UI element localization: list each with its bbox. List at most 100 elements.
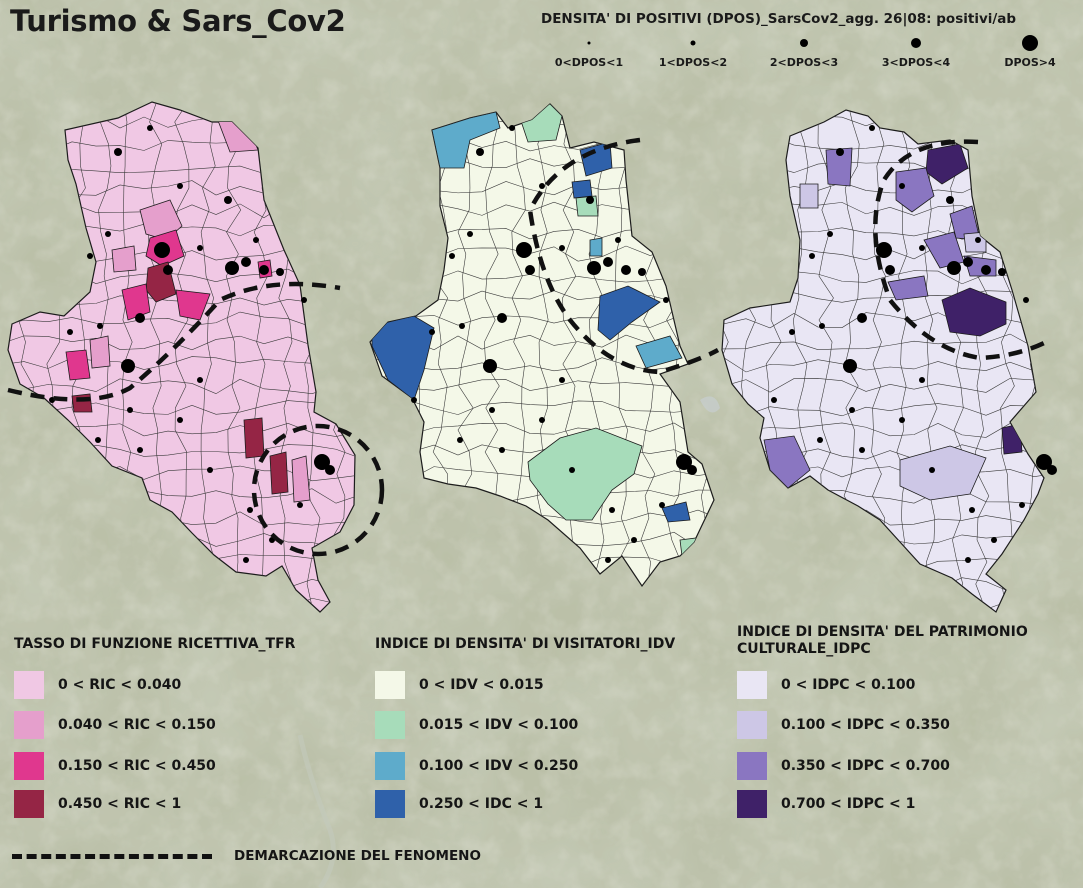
dpos-dot (499, 447, 505, 453)
municipality-patch (635, 335, 683, 369)
dpos-dot (587, 261, 601, 275)
municipality-patch (887, 275, 929, 301)
dpos-dot (1047, 465, 1057, 475)
dpos-dot (539, 417, 545, 423)
dpos-dot (177, 183, 183, 189)
dpos-dot (301, 297, 307, 303)
tfr-legend-item: 0.150 < RIC < 0.450 (14, 752, 216, 780)
dpos-dot (95, 437, 101, 443)
legend-label: 0 < IDPC < 0.100 (781, 677, 916, 693)
idv-legend-item: 0.250 < IDC < 1 (375, 790, 543, 818)
legend-label: 0.350 < IDPC < 0.700 (781, 758, 950, 774)
dpos-dot (449, 253, 455, 259)
dpos-dot (276, 268, 284, 276)
dpos-dot (467, 231, 473, 237)
dpos-dot (197, 245, 203, 251)
municipality-patch (65, 349, 91, 381)
dpos-dot (259, 265, 269, 275)
municipality-patch (579, 141, 613, 177)
municipality-patch (243, 417, 265, 459)
dpos-dot (638, 268, 646, 276)
dpos-dot (975, 237, 981, 243)
dpos-dot (154, 242, 170, 258)
dpos-dot (457, 437, 463, 443)
dpos-dot (1023, 297, 1029, 303)
dpos-dot (817, 437, 823, 443)
dpos-dot (963, 257, 973, 267)
municipality-patch (769, 203, 791, 225)
legend-swatch (375, 671, 405, 699)
dpos-dot (615, 237, 621, 243)
idpc-legend-title-line: INDICE DI DENSITA' DEL PATRIMONIO (737, 624, 1028, 640)
dpos-dot (946, 196, 954, 204)
dpos-dot (849, 407, 855, 413)
tfr-legend-item: 0.450 < RIC < 1 (14, 790, 181, 818)
dpos-dot (605, 557, 611, 563)
dpos-dot (97, 323, 103, 329)
idpc-legend-item: 0.100 < IDPC < 0.350 (737, 711, 950, 739)
dpos-dot (459, 323, 465, 329)
idpc-legend-title-line: CULTURALE_IDPC (737, 641, 871, 657)
legend-swatch (375, 711, 405, 739)
idpc-legend-item: 0.700 < IDPC < 1 (737, 790, 915, 818)
tfr-legend-title: TASSO DI FUNZIONE RICETTIVA_TFR (14, 636, 296, 652)
dpos-dot (827, 231, 833, 237)
legend-swatch (375, 752, 405, 780)
legend-label: 0.450 < RIC < 1 (58, 796, 182, 812)
dpos-dot (67, 329, 73, 335)
legend-label: 0.250 < IDC < 1 (419, 796, 544, 812)
idv-legend-item: 0.100 < IDV < 0.250 (375, 752, 578, 780)
dpos-legend-dot-5 (1022, 35, 1038, 51)
dpos-dot (1036, 454, 1052, 470)
municipality-patch (679, 537, 699, 557)
dpos-legend-dot-3 (800, 39, 808, 47)
dpos-dot (516, 242, 532, 258)
dpos-dot (177, 417, 183, 423)
dpos-dot (998, 268, 1006, 276)
dpos-dot (929, 467, 935, 473)
dpos-legend-dot-2 (690, 40, 696, 46)
dpos-dot (809, 253, 815, 259)
municipality-patch (895, 167, 935, 213)
region-map-2 (721, 109, 1045, 613)
municipality-patch (941, 287, 1007, 337)
dpos-dot (137, 447, 143, 453)
dpos-dot (687, 465, 697, 475)
municipality-patch (799, 183, 819, 209)
dpos-dot (586, 196, 594, 204)
dpos-dot (497, 313, 507, 323)
municipality-patch (431, 111, 501, 169)
municipality-patch (371, 315, 435, 401)
legend-label: 0.100 < IDV < 0.250 (419, 758, 579, 774)
dpos-dot (114, 148, 122, 156)
municipality-patch (661, 501, 691, 523)
dpos-dot (297, 502, 303, 508)
legend-swatch (14, 752, 44, 780)
demarcation-circle (251, 423, 385, 557)
dpos-legend-dot-1 (587, 41, 591, 45)
dpos-dot (489, 407, 495, 413)
municipality-patch (175, 289, 211, 321)
municipality-patch (571, 179, 593, 199)
tfr-legend-item: 0.040 < RIC < 0.150 (14, 711, 216, 739)
dpos-dot (127, 407, 133, 413)
dpos-dot (325, 465, 335, 475)
dpos-dot (247, 507, 253, 513)
dpos-dot (225, 261, 239, 275)
municipality-patch (111, 245, 137, 273)
legend-label: 0 < IDV < 0.015 (419, 677, 544, 693)
municipality-patch (763, 435, 811, 489)
tfr-legend-item: 0 < RIC < 0.040 (14, 671, 181, 699)
municipality-patch (527, 427, 643, 521)
dpos-dot (197, 377, 203, 383)
dpos-dot (569, 467, 575, 473)
dpos-dot (147, 125, 153, 131)
demarcation-label: DEMARCAZIONE DEL FENOMENO (234, 848, 481, 864)
dpos-dot (314, 454, 330, 470)
dpos-dot (631, 537, 637, 543)
dpos-dot (429, 329, 435, 335)
dpos-dot (919, 245, 925, 251)
dpos-dot (509, 125, 515, 131)
dpos-dot (981, 265, 991, 275)
dpos-dot (836, 148, 844, 156)
